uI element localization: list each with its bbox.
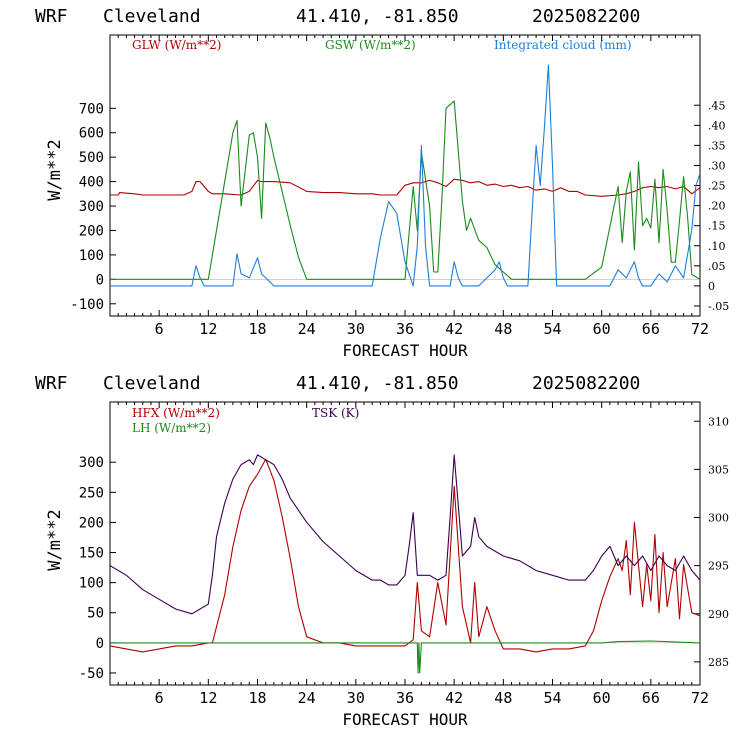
series-line-1-2 <box>110 100 700 280</box>
y-tick-label: 200 <box>79 223 104 239</box>
x-tick-label: 12 <box>199 689 217 707</box>
x-tick-label: 66 <box>642 689 660 707</box>
y-tick-label: 0 <box>96 636 104 652</box>
x-tick-label: 54 <box>543 689 561 707</box>
x-tick-label: 18 <box>248 689 266 707</box>
x-tick-label: 24 <box>298 320 316 338</box>
series-line-2-2 <box>110 640 700 674</box>
series-line-2-3 <box>110 454 700 615</box>
y2-tick-label: 295 <box>708 560 729 573</box>
x-tick-label: 48 <box>494 320 512 338</box>
x-tick-label: 36 <box>396 689 414 707</box>
y-tick-label: 50 <box>87 606 104 622</box>
series-line-2-1 <box>110 458 700 653</box>
y-tick-label: 500 <box>79 150 104 166</box>
y2-tick-label: 285 <box>708 656 729 669</box>
y-tick-label: -50 <box>79 666 104 682</box>
chart-panel-1: WRF Cleveland 41.410, -81.850 2025082200 6 12… <box>35 6 729 360</box>
y-tick-label: 250 <box>79 485 104 501</box>
x-tick-label: 72 <box>691 689 709 707</box>
chart-title-location: Cleveland <box>103 6 201 27</box>
y2-tick-label: .45 <box>708 99 726 112</box>
y-axis-label: W/m**2 <box>45 139 65 200</box>
legend-entry: GSW (W/m**2) <box>325 38 416 52</box>
x-tick-label: 72 <box>691 320 709 338</box>
x-tick-label: 60 <box>593 689 611 707</box>
x-axis-label: FORECAST HOUR <box>342 710 468 729</box>
y-tick-label: 300 <box>79 199 104 215</box>
y-tick-label: 100 <box>79 248 104 264</box>
x-tick-label: 24 <box>298 689 316 707</box>
y2-tick-label: -.05 <box>708 300 729 313</box>
x-tick-label: 48 <box>494 689 512 707</box>
y2-tick-label: .05 <box>708 260 726 273</box>
x-tick-label: 6 <box>155 689 164 707</box>
y2-tick-label: .35 <box>708 139 726 152</box>
x-tick-label: 36 <box>396 320 414 338</box>
series-group <box>110 454 700 674</box>
legend-entry: LH (W/m**2) <box>132 421 211 435</box>
chart-title-model: WRF <box>35 6 68 27</box>
chart-title-coords: 41.410, -81.850 <box>296 373 459 394</box>
chart-panel-2: WRF Cleveland 41.410, -81.850 2025082200 6 12… <box>35 373 729 729</box>
y-tick-label: 200 <box>79 515 104 531</box>
y-tick-label: 0 <box>96 272 104 288</box>
x-tick-label: 6 <box>155 320 164 338</box>
series-line-1-1 <box>110 178 700 197</box>
x-tick-label: 18 <box>248 320 266 338</box>
series-line-1-3 <box>110 64 700 287</box>
legend-entry: HFX (W/m**2) <box>132 406 220 420</box>
y2-tick-label: .30 <box>708 159 726 172</box>
y2-tick-label: 290 <box>708 608 729 621</box>
legend-entry: Integrated cloud (mm) <box>494 38 632 52</box>
y-axis-label: W/m**2 <box>45 509 65 570</box>
y2-tick-label: .25 <box>708 180 726 193</box>
y2-tick-label: 305 <box>708 463 729 476</box>
x-tick-label: 42 <box>445 320 463 338</box>
y2-tick-label: .20 <box>708 200 726 213</box>
chart-title-model: WRF <box>35 373 68 394</box>
y-tick-label: 150 <box>79 546 104 562</box>
chart-title-location: Cleveland <box>103 373 201 394</box>
y2-tick-label: 300 <box>708 512 729 525</box>
legend-entry: TSK (K) <box>312 406 359 420</box>
chart-title-coords: 41.410, -81.850 <box>296 6 459 27</box>
y-tick-label: 300 <box>79 455 104 471</box>
y2-tick-label: 0 <box>708 280 715 293</box>
series-group <box>110 64 700 287</box>
x-tick-label: 54 <box>543 320 561 338</box>
y-tick-label: 600 <box>79 126 104 142</box>
x-tick-label: 12 <box>199 320 217 338</box>
y2-tick-label: .10 <box>708 240 726 253</box>
legend-entry: GLW (W/m**2) <box>132 38 221 52</box>
y-tick-label: 400 <box>79 175 104 191</box>
y2-tick-label: .15 <box>708 220 726 233</box>
y-tick-label: 700 <box>79 101 104 117</box>
y-tick-label: 100 <box>79 576 104 592</box>
x-axis-label: FORECAST HOUR <box>342 341 468 360</box>
chart-title-run: 2025082200 <box>532 373 640 394</box>
y2-tick-label: .40 <box>708 119 726 132</box>
x-tick-label: 30 <box>347 320 365 338</box>
x-tick-label: 60 <box>593 320 611 338</box>
x-tick-label: 30 <box>347 689 365 707</box>
y2-tick-label: 310 <box>708 415 729 428</box>
x-tick-label: 66 <box>642 320 660 338</box>
y-tick-label: -100 <box>70 297 104 313</box>
chart-title-run: 2025082200 <box>532 6 640 27</box>
x-tick-label: 42 <box>445 689 463 707</box>
